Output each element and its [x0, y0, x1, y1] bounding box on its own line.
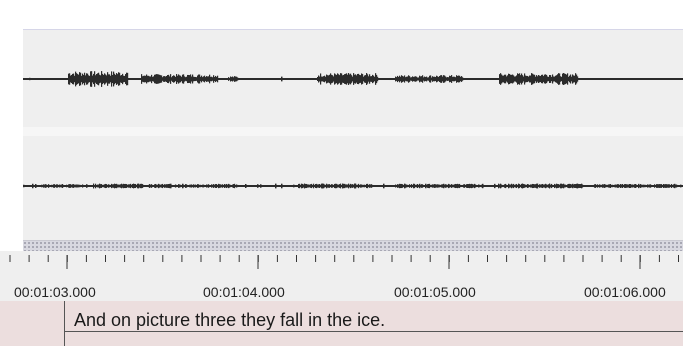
waveform-channel-1 — [23, 71, 683, 87]
tick-label-4: 00:01:06.000 — [584, 284, 666, 300]
segment-boundary — [64, 332, 65, 346]
waveform-track-2[interactable] — [23, 136, 683, 240]
tick-label-3: 00:01:05.000 — [394, 284, 476, 300]
tick-label-1: 00:01:03.000 — [14, 284, 96, 300]
time-ruler[interactable]: 00:01:03.000 00:01:04.000 00:01:05.000 0… — [0, 251, 683, 301]
annotation-tier[interactable]: And on picture three they fall in the ic… — [0, 301, 683, 346]
ruler-ticks — [9, 255, 679, 269]
tick-label-2: 00:01:04.000 — [203, 284, 285, 300]
waveform-channel-2 — [23, 183, 683, 189]
track-separator — [23, 127, 683, 136]
waveform-track-1[interactable] — [23, 29, 683, 127]
annotation-segment[interactable]: And on picture three they fall in the ic… — [64, 301, 683, 332]
timeline-scroll-strip[interactable] — [23, 240, 683, 251]
